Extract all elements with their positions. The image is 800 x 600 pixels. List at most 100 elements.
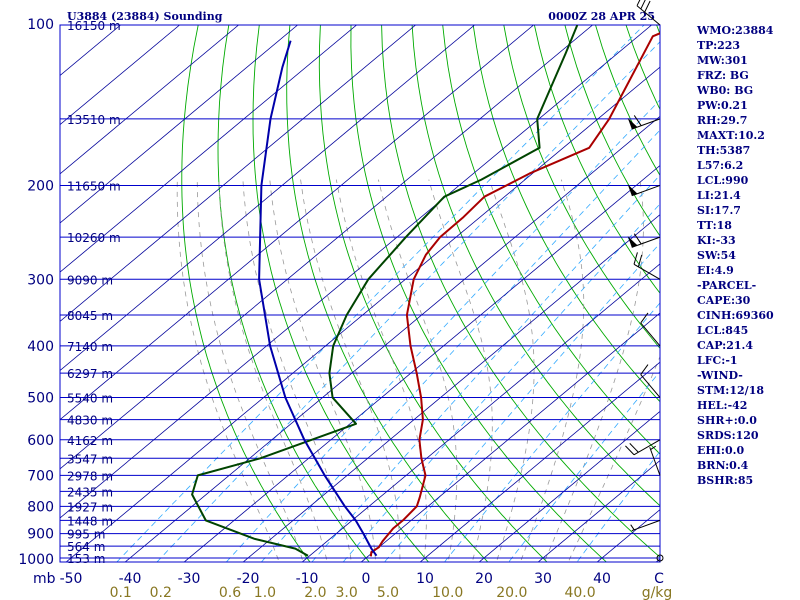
moist-adiabat (269, 179, 376, 562)
sounding-index: EI:4.9 (697, 264, 734, 277)
mixing-ratio-tick-label: 0.1 (110, 585, 132, 600)
mixing-ratio-tick-label: 40.0 (564, 585, 595, 600)
mixing-ratio-tick-label: 0.2 (150, 585, 172, 600)
sounding-index: SRDS:120 (697, 429, 759, 442)
sounding-index: LCL:845 (697, 324, 749, 337)
sounding-index: LCL:990 (697, 174, 749, 187)
profiles (191, 25, 660, 557)
mixing-ratio-tick-label: 5.0 (377, 585, 399, 600)
isotherm (60, 25, 593, 470)
mixing-ratio-line (156, 41, 660, 562)
moist-adiabat (428, 179, 493, 562)
dewpoint-profile (191, 25, 579, 557)
height-label: 9090 m (67, 273, 113, 287)
height-label: 10260 m (67, 231, 121, 245)
wind-barb (640, 364, 661, 398)
height-label: 4162 m (67, 434, 113, 448)
isotherm (60, 25, 298, 224)
moist-adiabat (218, 179, 328, 562)
temperature-tick-label: -10 (296, 571, 319, 587)
mixing-ratio-line (384, 242, 660, 562)
moist-adiabat (196, 179, 304, 562)
mixing-ratio-tick-label: g/kg (642, 585, 673, 600)
isotherm (60, 25, 357, 273)
thermo-background (60, 25, 660, 562)
pressure-tick-label: 400 (27, 339, 54, 355)
temperature-profile (369, 32, 660, 557)
sounding-index: SW:54 (697, 249, 736, 262)
wind-barb (625, 439, 661, 456)
isotherm (242, 214, 660, 562)
sounding-index: EHI:0.0 (697, 444, 745, 457)
wind-barbs (625, 0, 664, 562)
isotherm (360, 312, 660, 562)
pressure-tick-label: 300 (27, 272, 54, 288)
mixing-ratio-line (225, 99, 660, 562)
temperature-tick-label: -50 (60, 571, 83, 587)
temperature-tick-label: C (654, 571, 664, 587)
isotherm (60, 25, 180, 126)
height-labels: 16150 m 13510 m 11650 m 10260 m 9090 m 8045 m… (67, 19, 121, 566)
temperature-tick-label: -40 (119, 571, 142, 587)
sounding-time: 0000Z 28 APR 25 (548, 10, 655, 23)
temperature-axis-labels: mb -50 -40 -30 -20 -10 0 10 20 30 40 C (33, 571, 664, 587)
mixing-ratio-line (443, 302, 660, 562)
sounding-index: TT:18 (697, 219, 732, 232)
mixing-ratio-tick-label: 10.0 (432, 585, 463, 600)
isotherm (60, 25, 475, 372)
height-label: 1448 m (67, 514, 113, 528)
station-title: U3884 (23884) Sounding (67, 10, 223, 23)
height-label: 1927 m (67, 500, 113, 514)
height-label: 3547 m (67, 452, 113, 466)
dry-adiabat (252, 25, 430, 562)
sounding-indices-panel: WMO:23884 TP:223 MW:301 FRZ: BG WB0: BG PW:0.… (697, 23, 800, 488)
mixing-ratio-axis-labels: 0.1 0.2 0.6 1.0 2.0 3.0 5.0 10.0 20.0 40.0 g/kg (110, 585, 673, 600)
sounding-index: WB0: BG (697, 84, 754, 97)
mixing-ratio-tick-label: 1.0 (254, 585, 276, 600)
pressure-tick-label: 800 (27, 499, 54, 515)
sounding-index: BSHR:85 (697, 474, 754, 487)
moist-adiabat (300, 179, 401, 562)
sounding-index: -WIND- (697, 369, 743, 382)
height-label: 5540 m (67, 392, 113, 406)
mixing-ratio-tick-label: 20.0 (496, 585, 527, 600)
sounding-index: TH:5387 (697, 144, 751, 157)
height-label: 7140 m (67, 340, 113, 354)
mixing-ratio-tick-label: 0.6 (219, 585, 241, 600)
sounding-index: CAP:21.4 (697, 339, 754, 352)
sounding-index: SHR+:0.0 (697, 414, 757, 427)
sounding-index: PW:0.21 (697, 99, 748, 112)
sounding-index: CINH:69360 (697, 309, 774, 322)
temperature-tick-label: 10 (416, 571, 434, 587)
moist-adiabat (519, 179, 585, 562)
dry-adiabat (411, 25, 660, 507)
sounding-index: TP:223 (697, 39, 741, 52)
pressure-tick-label: 1000 (18, 552, 54, 568)
temperature-tick-label: -30 (178, 571, 201, 587)
sounding-index: BRN:0.4 (697, 459, 749, 472)
isotherm (60, 25, 652, 519)
sounding-index: L57:6.2 (697, 159, 744, 172)
height-label: 153 m (67, 552, 105, 566)
temperature-tick-label: 30 (534, 571, 552, 587)
moist-adiabat (567, 355, 660, 562)
dry-adiabat (286, 25, 489, 562)
height-label: 11650 m (67, 179, 121, 193)
isotherm (60, 25, 534, 421)
wind-barb (633, 252, 661, 280)
sounding-index: SI:17.7 (697, 204, 741, 217)
moist-adiabat (543, 179, 644, 562)
sounding-index: MAXT:10.2 (697, 129, 765, 142)
height-label: 6297 m (67, 367, 113, 381)
sounding-index: FRZ: BG (697, 69, 749, 82)
sounding-index: STM:12/18 (697, 384, 764, 397)
wind-barb (636, 0, 661, 26)
isotherm (301, 263, 660, 562)
mixing-ratio-line (116, 25, 645, 562)
isotherm (183, 164, 660, 562)
wind-barb (627, 184, 661, 197)
sounding-index: RH:29.7 (697, 114, 748, 127)
wind-barb (627, 115, 661, 130)
temperature-tick-label: -20 (237, 571, 260, 587)
